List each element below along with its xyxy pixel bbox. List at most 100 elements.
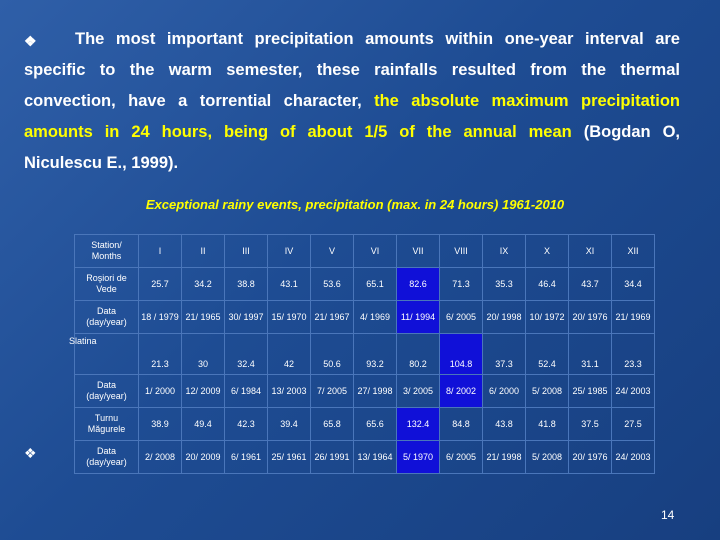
table-cell: 18 / 1979: [138, 300, 182, 334]
table-cell: 21/ 1965: [181, 300, 225, 334]
table-cell: 8/ 2002: [439, 374, 483, 408]
table-cell: 25/ 1961: [267, 440, 311, 474]
table-row: Data (day/year) 2/ 2008 20/ 2009 6/ 1961 25/…: [74, 440, 655, 474]
header-month-cell: X: [525, 234, 569, 268]
table-cell: 38.8: [224, 267, 268, 301]
paragraph-line-4-text: (Bogdan O,: [571, 123, 680, 141]
table-cell: 65.6: [353, 407, 397, 441]
paragraph-line-3: convection, have a torrential character,…: [24, 86, 680, 117]
table-cell: 52.4: [525, 333, 569, 375]
table-cell: 34.4: [611, 267, 655, 301]
table-row: Turnu Măgurele 38.9 49.4 42.3 39.4 65.8 65.6 13…: [74, 407, 655, 441]
table-cell: 93.2: [353, 333, 397, 375]
table-cell: 5/ 2008: [525, 440, 569, 474]
header-month-cell: VI: [353, 234, 397, 268]
table-cell: 31.1: [568, 333, 612, 375]
precipitation-table: Station/ Months I II III IV V VI VII VIII IX X XI XI…: [69, 234, 655, 474]
table-cell: 84.8: [439, 407, 483, 441]
table-row: Slatina 21.3 30 32.4 42 50.6 93.2 80.2 104.8 37.3…: [69, 333, 655, 375]
table-cell: 43.7: [568, 267, 612, 301]
table-cell: 50.6: [310, 333, 354, 375]
table-cell: 13/ 2003: [267, 374, 311, 408]
table-cell: 6/ 1984: [224, 374, 268, 408]
table-cell: 20/ 1976: [568, 440, 612, 474]
main-paragraph: ❖ The most important precipitation amoun…: [24, 24, 680, 179]
paragraph-line-4: amounts in 24 hours, being of about 1/5 …: [24, 117, 680, 148]
table-cell: 11/ 1994: [396, 300, 440, 334]
page-number: 14: [661, 508, 675, 522]
table-cell: 25/ 1985: [568, 374, 612, 408]
table-cell: 21.3: [138, 333, 182, 375]
table-row: Roşiori de Vede 25.7 34.2 38.8 43.1 53.6 65.1 8…: [74, 267, 655, 301]
table-caption: Exceptional rainy events, precipitation …: [145, 197, 565, 212]
header-month-cell: IX: [482, 234, 526, 268]
header-month-cell: V: [310, 234, 354, 268]
header-month-cell: XII: [611, 234, 655, 268]
paragraph-line-1: The most important precipitation amounts…: [75, 30, 680, 48]
table-cell: 20/ 1998: [482, 300, 526, 334]
table-cell: 80.2: [396, 333, 440, 375]
row-label-cell: Slatina: [69, 333, 139, 375]
table-cell: 49.4: [181, 407, 225, 441]
table-cell: 5/ 1970: [396, 440, 440, 474]
table-cell: 6/ 2005: [439, 440, 483, 474]
row-label-cell: Data (day/year): [74, 440, 139, 474]
table-cell: 65.1: [353, 267, 397, 301]
table-cell: 6/ 2000: [482, 374, 526, 408]
diamond-bullet-icon: ❖: [24, 33, 37, 49]
row-label-text: Slatina: [69, 336, 97, 346]
table-cell: 43.8: [482, 407, 526, 441]
table-cell: 42.3: [224, 407, 268, 441]
table-cell: 10/ 1972: [525, 300, 569, 334]
table-row: Data (day/year) 1/ 2000 12/ 2009 6/ 1984 13/…: [74, 374, 655, 408]
table-cell: 5/ 2008: [525, 374, 569, 408]
header-month-cell: III: [224, 234, 268, 268]
table-cell: 3/ 2005: [396, 374, 440, 408]
table-cell: 82.6: [396, 267, 440, 301]
table-cell: 6/ 2005: [439, 300, 483, 334]
header-month-cell: XI: [568, 234, 612, 268]
table-cell: 34.2: [181, 267, 225, 301]
header-month-cell: IV: [267, 234, 311, 268]
paragraph-line-3-highlight: the absolute maximum precipitation: [374, 92, 681, 110]
table-cell: 35.3: [482, 267, 526, 301]
table-cell: 24/ 2003: [611, 440, 655, 474]
row-label-cell: Data (day/year): [74, 374, 139, 408]
table-cell: 15/ 1970: [267, 300, 311, 334]
row-label-cell: Roşiori de Vede: [74, 267, 139, 301]
header-month-cell: VIII: [439, 234, 483, 268]
table-cell: 43.1: [267, 267, 311, 301]
paragraph-line-3-text: convection, have a torrential character,: [24, 92, 375, 110]
table-cell: 104.8: [439, 333, 483, 375]
table-cell: 6/ 1961: [224, 440, 268, 474]
table-cell: 37.5: [568, 407, 612, 441]
table-cell: 37.3: [482, 333, 526, 375]
table-cell: 4/ 1969: [353, 300, 397, 334]
table-cell: 42: [267, 333, 311, 375]
header-station-cell: Station/ Months: [74, 234, 139, 268]
paragraph-line-5: Niculescu E., 1999).: [24, 154, 179, 172]
table-cell: 20/ 2009: [181, 440, 225, 474]
table-cell: 25.7: [138, 267, 182, 301]
table-cell: 27/ 1998: [353, 374, 397, 408]
paragraph-line-2: specific to the warm semester, these rai…: [24, 61, 680, 79]
table-cell: 12/ 2009: [181, 374, 225, 408]
table-header-row: Station/ Months I II III IV V VI VII VIII IX X XI XI…: [74, 234, 655, 268]
table-cell: 65.8: [310, 407, 354, 441]
paragraph-line-4-highlight: amounts in 24 hours, being of about 1/5 …: [24, 123, 572, 141]
table-cell: 53.6: [310, 267, 354, 301]
row-label-cell: Data (day/year): [74, 300, 139, 334]
table-cell: 21/ 1998: [482, 440, 526, 474]
table-row: Data (day/year) 18 / 1979 21/ 1965 30/ 1997…: [74, 300, 655, 334]
table-cell: 26/ 1991: [310, 440, 354, 474]
header-month-cell: I: [138, 234, 182, 268]
table-cell: 7/ 2005: [310, 374, 354, 408]
table-cell: 13/ 1964: [353, 440, 397, 474]
table-cell: 46.4: [525, 267, 569, 301]
table-cell: 2/ 2008: [138, 440, 182, 474]
table-cell: 23.3: [611, 333, 655, 375]
table-cell: 41.8: [525, 407, 569, 441]
table-cell: 20/ 1976: [568, 300, 612, 334]
row-label-cell: Turnu Măgurele: [74, 407, 139, 441]
table-cell: 132.4: [396, 407, 440, 441]
